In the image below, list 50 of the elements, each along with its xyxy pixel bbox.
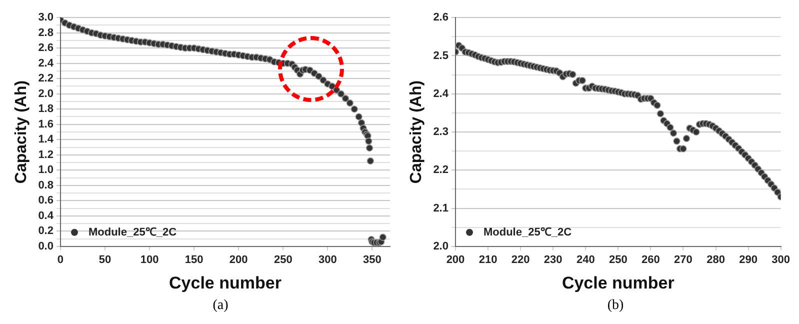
- x-tick-label: 240: [576, 254, 595, 266]
- y-tick-label: 3.0: [38, 12, 54, 24]
- y-tick-label: 1.4: [38, 134, 54, 146]
- x-tick-label: 50: [98, 254, 112, 266]
- y-axis-title: Capacity (Ah): [408, 80, 426, 184]
- y-tick-label: 1.0: [38, 164, 54, 176]
- y-tick-label: 2.4: [433, 88, 450, 100]
- x-tick-label: 210: [478, 254, 498, 266]
- x-tick-label: 280: [706, 254, 725, 266]
- y-tick-label: 2.4: [38, 57, 54, 70]
- x-tick-label: 350: [363, 254, 382, 266]
- y-tick-label: 1.2: [38, 148, 54, 161]
- x-axis-title: Cycle number: [562, 273, 675, 292]
- x-tick-label: 150: [184, 254, 204, 266]
- y-tick-label: 2.5: [433, 50, 448, 62]
- x-tick-label: 220: [511, 254, 530, 266]
- x-tick-label: 200: [229, 254, 248, 266]
- x-tick-label: 290: [739, 254, 758, 266]
- x-axis-title: Cycle number: [169, 273, 282, 292]
- y-tick-label: 2.2: [38, 72, 54, 85]
- y-tick-label: 1.8: [38, 103, 54, 116]
- x-tick-label: 270: [674, 254, 692, 266]
- y-tick-label: 2.6: [433, 12, 448, 24]
- y-tick-label: 0.6: [38, 194, 54, 207]
- y-tick-label: 0.4: [38, 210, 54, 222]
- x-tick-label: 250: [274, 254, 292, 266]
- y-axis-title: Capacity (Ah): [13, 80, 30, 184]
- y-tick-label: 2.8: [38, 26, 54, 39]
- x-tick-label: 260: [642, 254, 660, 266]
- x-tick-label: 250: [608, 254, 628, 266]
- x-tick-label: 300: [772, 254, 790, 266]
- x-tick-label: 0: [57, 254, 64, 266]
- text: (b): [606, 298, 625, 314]
- y-tick-label: 2.2: [433, 164, 448, 176]
- y-tick-label: 2.1: [433, 202, 448, 214]
- x-tick-label: 200: [446, 254, 465, 266]
- y-tick-label: 0.2: [38, 225, 54, 238]
- x-tick-label: 300: [318, 254, 337, 266]
- y-tick-label: 2.0: [433, 240, 448, 252]
- y-tick-label: 0.0: [38, 240, 54, 252]
- y-tick-label: 2.3: [433, 126, 448, 138]
- text: (a): [212, 298, 230, 314]
- y-tick-label: 2.0: [38, 88, 54, 100]
- y-tick-label: 2.6: [38, 42, 54, 54]
- y-tick-label: 1.6: [38, 118, 54, 130]
- y-tick-label: 0.8: [38, 179, 54, 192]
- x-tick-label: 100: [140, 254, 159, 266]
- legend-label: Module_25℃_2C: [88, 226, 177, 238]
- legend-label: Module_25℃_2C: [483, 226, 572, 238]
- x-tick-label: 230: [544, 254, 562, 266]
